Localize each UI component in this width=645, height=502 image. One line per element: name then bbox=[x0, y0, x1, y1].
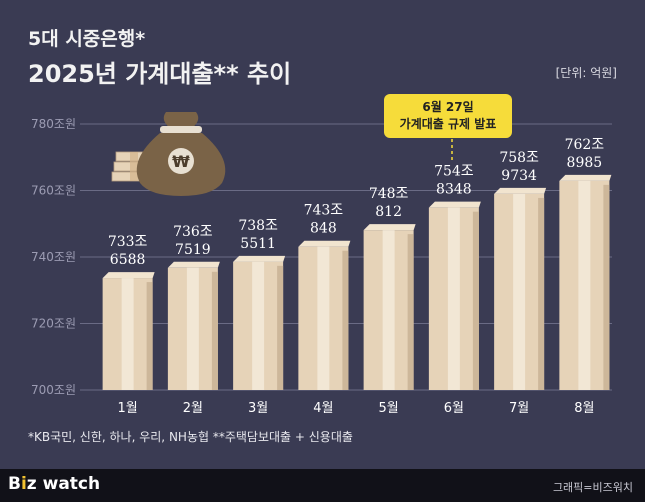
value-label-line1: 758조 bbox=[499, 150, 539, 166]
graphic-credit: 그래픽=비즈워치 bbox=[552, 481, 633, 494]
bar-shade bbox=[472, 211, 479, 390]
bar-shade bbox=[538, 197, 545, 390]
chart-title-line1: 5대 시중은행* bbox=[28, 28, 146, 50]
bar-top bbox=[167, 261, 220, 268]
bar-top bbox=[363, 224, 416, 231]
bar-top bbox=[102, 272, 155, 279]
value-label-line2: 8985 bbox=[567, 155, 603, 171]
value-label-line1: 733조 bbox=[108, 234, 148, 250]
bar bbox=[233, 255, 286, 390]
y-tick-label: 760조원 bbox=[31, 184, 76, 198]
bar-band bbox=[252, 261, 265, 390]
svg-text:₩: ₩ bbox=[172, 152, 190, 171]
x-axis-tick-labels: 1월 2월 3월 4월 5월 6월 7월 8월 bbox=[118, 401, 595, 416]
bar-chart: 700조원 720조원 740조원 760조원 780조원 ₩ 733조 6588 736조… bbox=[31, 112, 612, 416]
callout-line2: 가계대출 규제 발표 bbox=[399, 117, 497, 131]
value-label-line2: 7519 bbox=[175, 242, 211, 258]
y-tick-label: 700조원 bbox=[31, 383, 76, 397]
value-label-line2: 6588 bbox=[110, 252, 146, 268]
x-tick-label: 1월 bbox=[118, 401, 138, 416]
y-tick-label: 720조원 bbox=[31, 317, 76, 331]
bar-shade bbox=[211, 271, 218, 390]
bar-shade bbox=[407, 234, 414, 390]
bar bbox=[559, 174, 612, 390]
value-label-line2: 5511 bbox=[240, 236, 276, 252]
bar-shade bbox=[277, 265, 284, 390]
bars bbox=[102, 174, 612, 390]
x-tick-label: 7월 bbox=[509, 401, 529, 416]
bar-band bbox=[447, 207, 460, 390]
bar bbox=[102, 272, 155, 390]
callout-line1: 6월 27일 bbox=[422, 100, 474, 114]
value-label-line1: 736조 bbox=[173, 224, 213, 240]
bar-top bbox=[428, 201, 481, 208]
bar-band bbox=[382, 230, 395, 390]
bar-shade bbox=[146, 282, 153, 390]
bar-shade bbox=[603, 184, 610, 390]
bar-band bbox=[186, 267, 199, 390]
value-label-line2: 9734 bbox=[501, 168, 537, 184]
x-tick-label: 2월 bbox=[183, 401, 203, 416]
chart-title-line2: 2025년 가계대출** 추이 bbox=[28, 60, 292, 88]
bar-top bbox=[233, 255, 286, 262]
value-label-line1: 743조 bbox=[304, 203, 344, 219]
money-bag-icon: ₩ bbox=[111, 112, 226, 196]
x-tick-label: 8월 bbox=[574, 401, 594, 416]
y-tick-label: 740조원 bbox=[31, 250, 76, 264]
bizwatch-logo: Biz watch bbox=[8, 474, 101, 494]
bar-top bbox=[559, 174, 612, 181]
x-tick-label: 6월 bbox=[444, 401, 464, 416]
bar-top bbox=[494, 187, 547, 194]
bar-shade bbox=[342, 250, 349, 390]
unit-label: [단위: 억원] bbox=[555, 66, 617, 80]
bar bbox=[428, 201, 481, 390]
value-label-line2: 8348 bbox=[436, 182, 472, 198]
x-tick-label: 5월 bbox=[379, 401, 399, 416]
value-label-line1: 754조 bbox=[434, 164, 474, 180]
footer-bar: Biz watch 그래픽=비즈워치 bbox=[0, 469, 645, 502]
bar bbox=[363, 224, 416, 390]
bar-band bbox=[513, 193, 526, 390]
bar-band bbox=[578, 180, 591, 390]
bar-band bbox=[121, 278, 134, 390]
bar bbox=[494, 187, 547, 390]
footnote: *KB국민, 신한, 하나, 우리, NH농협 **주택담보대출 + 신용대출 bbox=[28, 430, 353, 444]
y-tick-label: 780조원 bbox=[31, 117, 76, 131]
callout-box: 6월 27일 가계대출 규제 발표 bbox=[384, 94, 512, 138]
x-tick-label: 4월 bbox=[313, 401, 333, 416]
bar-top bbox=[298, 240, 351, 247]
value-label-line1: 738조 bbox=[238, 218, 278, 234]
value-label-line2: 848 bbox=[310, 221, 337, 237]
value-label-line1: 762조 bbox=[565, 137, 605, 153]
x-tick-label: 3월 bbox=[248, 401, 268, 416]
value-label-line2: 812 bbox=[375, 204, 402, 220]
y-axis-tick-labels: 700조원 720조원 740조원 760조원 780조원 bbox=[31, 117, 76, 397]
bar bbox=[298, 240, 351, 390]
bar-band bbox=[317, 246, 330, 390]
value-label-line1: 748조 bbox=[369, 186, 409, 202]
value-labels: 733조 6588 736조 7519 738조 5511 743조 848 748조 812 75… bbox=[108, 137, 604, 268]
bar bbox=[167, 261, 220, 390]
